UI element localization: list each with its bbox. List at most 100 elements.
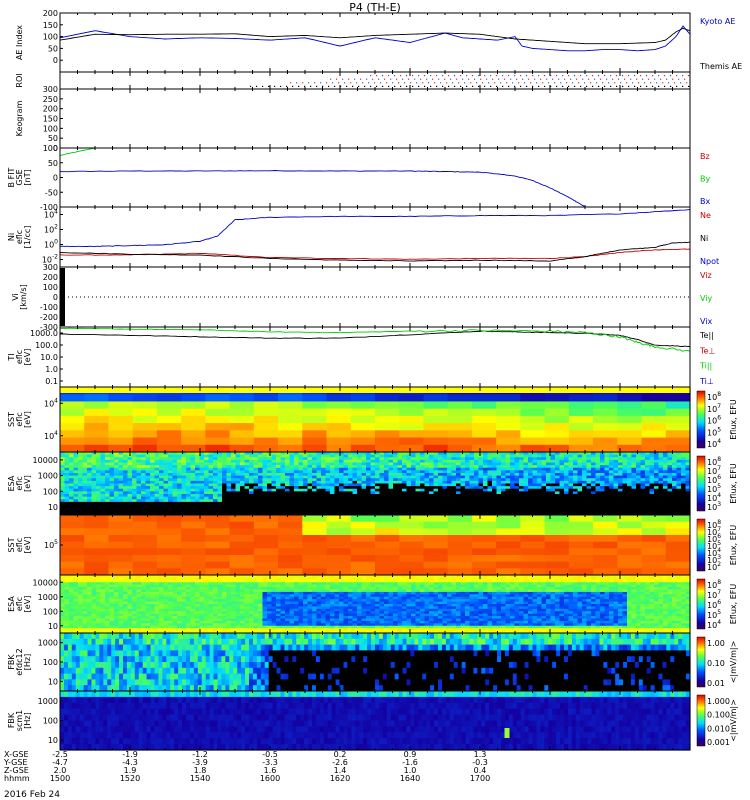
- heatmap-cell: [343, 465, 349, 469]
- roi-dot: [296, 82, 298, 84]
- heatmap-cell: [357, 478, 363, 482]
- heatmap-cell: [229, 548, 255, 556]
- roi-dot: [430, 85, 432, 87]
- heatmap-cell: [321, 478, 327, 482]
- heatmap-cell: [73, 454, 79, 458]
- roi-dot: [412, 75, 414, 77]
- heatmap-cell: [343, 478, 349, 482]
- heatmap-cell: [303, 504, 309, 508]
- heatmap-cell: [177, 496, 183, 500]
- heatmap-cell: [595, 483, 601, 487]
- heatmap-cell: [303, 454, 309, 458]
- heatmap-cell: [555, 499, 561, 503]
- heatmap-cell: [411, 454, 417, 458]
- heatmap-cell: [658, 483, 664, 487]
- roi-dot: [544, 85, 546, 87]
- heatmap-cell: [514, 470, 520, 474]
- heatmap-cell: [325, 509, 331, 513]
- heatmap-cell: [231, 486, 237, 490]
- colorbar-tick-label: 107: [707, 526, 721, 537]
- heatmap-cell: [280, 496, 286, 500]
- heatmap-cell: [240, 473, 246, 477]
- heatmap-cell: [546, 483, 552, 487]
- heatmap-cell: [177, 473, 183, 477]
- heatmap-cell: [523, 459, 529, 464]
- heatmap-cell: [685, 494, 691, 498]
- heatmap-cell: [69, 507, 75, 511]
- heatmap-cell: [438, 499, 444, 503]
- heatmap-cell: [593, 521, 618, 529]
- heatmap-cell: [641, 528, 667, 536]
- roi-dot: [390, 78, 392, 80]
- heatmap-cell: [222, 504, 228, 508]
- heatmap-cell: [672, 494, 678, 498]
- heatmap-cell: [541, 499, 547, 503]
- heatmap-cell: [195, 501, 201, 506]
- heatmap-cell: [399, 444, 425, 453]
- heatmap-cell: [523, 473, 529, 477]
- heatmap-cell: [604, 509, 610, 513]
- heatmap-cell: [510, 496, 516, 500]
- heatmap-cell: [420, 462, 426, 466]
- heatmap-cell: [541, 454, 547, 458]
- heatmap-cell: [262, 504, 268, 508]
- roi-dot: [436, 85, 438, 87]
- heatmap-cell: [447, 470, 453, 474]
- heatmap-cell: [258, 457, 264, 461]
- heatmap-cell: [222, 457, 228, 461]
- heatmap-cell: [240, 457, 246, 461]
- heatmap-cell: [600, 507, 606, 511]
- heatmap-cell: [649, 483, 655, 487]
- heatmap-cell: [550, 473, 556, 477]
- heatmap-cell: [334, 454, 340, 458]
- heatmap-cell: [231, 457, 237, 461]
- heatmap-cell: [604, 465, 610, 469]
- heatmap-cell: [501, 462, 507, 466]
- heatmap-cell: [550, 462, 556, 466]
- heatmap-cell: [469, 475, 475, 479]
- heatmap-cell: [510, 467, 516, 471]
- heatmap-cell: [456, 491, 462, 495]
- heatmap-cell: [334, 475, 340, 479]
- heatmap-cell: [186, 457, 192, 461]
- heatmap-cell: [280, 475, 286, 479]
- heatmap-cell: [406, 486, 412, 490]
- heatmap-cell: [474, 462, 480, 466]
- heatmap-cell: [370, 512, 376, 516]
- heatmap-cell: [577, 501, 583, 506]
- heatmap-cell: [321, 467, 327, 471]
- heatmap-cell: [667, 454, 673, 458]
- heatmap-cell: [438, 486, 444, 490]
- heatmap-cell: [514, 473, 520, 477]
- heatmap-cell: [469, 486, 475, 490]
- heatmap-cell: [429, 507, 435, 511]
- heatmap-cell: [541, 509, 547, 513]
- heatmap-cell: [64, 494, 70, 498]
- roi-dot: [530, 82, 532, 84]
- heatmap-cell: [537, 509, 543, 513]
- heatmap-cell: [352, 459, 358, 464]
- heatmap-cell: [69, 478, 75, 482]
- roi-dot: [374, 82, 376, 84]
- roi-dot: [646, 85, 648, 87]
- heatmap-cell: [523, 475, 529, 479]
- heatmap-cell: [523, 457, 529, 461]
- roi-dot: [658, 75, 660, 77]
- heatmap-cell: [559, 478, 565, 482]
- heatmap-cell: [487, 509, 493, 513]
- heatmap-cell: [609, 486, 615, 490]
- roi-dot: [526, 85, 528, 87]
- heatmap-cell: [303, 496, 309, 500]
- heatmap-cell: [501, 494, 507, 498]
- heatmap-cell: [665, 555, 691, 563]
- heatmap-cell: [186, 504, 192, 508]
- heatmap-cell: [514, 457, 520, 461]
- heatmap-cell: [442, 507, 448, 511]
- heatmap-cell: [159, 462, 165, 466]
- heatmap-cell: [447, 483, 453, 487]
- heatmap-cell: [393, 473, 399, 477]
- heatmap-cell: [276, 504, 282, 508]
- heatmap-cell: [665, 541, 691, 549]
- heatmap-cell: [78, 496, 84, 500]
